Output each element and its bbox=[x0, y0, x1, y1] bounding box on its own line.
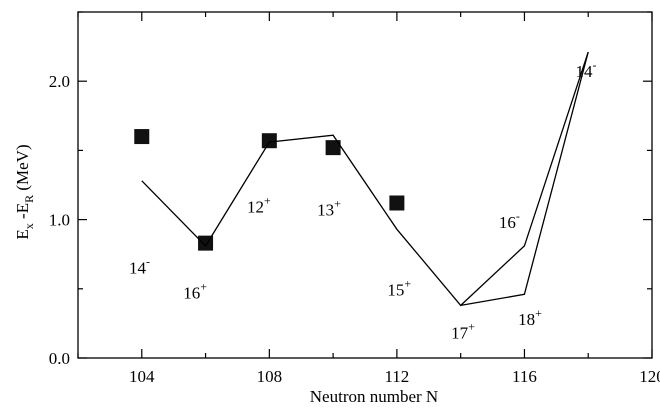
state-label-parity: - bbox=[592, 58, 596, 72]
series-line-1 bbox=[141, 51, 589, 307]
state-label-number: 16 bbox=[499, 213, 516, 232]
plot-area bbox=[134, 51, 589, 307]
x-axis-label: Neutron number N bbox=[310, 387, 438, 406]
state-label-parity: - bbox=[146, 255, 150, 269]
state-label: 13+ bbox=[317, 196, 341, 219]
state-label-number: 15 bbox=[387, 281, 404, 300]
state-label-parity: + bbox=[535, 306, 542, 320]
x-tick-label: 116 bbox=[512, 367, 537, 386]
state-label-parity: + bbox=[468, 320, 475, 334]
state-label-number: 12 bbox=[247, 198, 264, 217]
state-label: 14- bbox=[575, 58, 596, 81]
y-axis-label-sub-r: R bbox=[22, 195, 36, 203]
y-axis-label: Ex -ER (MeV) bbox=[13, 144, 36, 239]
state-label-number: 14 bbox=[575, 62, 593, 81]
state-label: 17+ bbox=[451, 320, 475, 343]
state-label: 15+ bbox=[387, 277, 411, 300]
y-tick-label: 0.0 bbox=[49, 349, 70, 368]
data-point-square bbox=[134, 129, 150, 145]
x-tick-label: 108 bbox=[257, 367, 283, 386]
state-label-parity: + bbox=[200, 279, 207, 293]
state-label: 14- bbox=[129, 255, 150, 278]
plot-frame bbox=[77, 11, 653, 359]
state-label-parity: + bbox=[404, 277, 411, 291]
state-label: 16+ bbox=[183, 279, 207, 302]
y-tick-label: 1.0 bbox=[49, 211, 70, 230]
state-label-number: 13 bbox=[317, 200, 334, 219]
axes: 104 108 112 116 120 0.0 1.0 2.0 bbox=[49, 11, 660, 386]
y-axis-label-main: E bbox=[13, 229, 32, 239]
state-label: 18+ bbox=[518, 306, 542, 329]
x-tick-label: 120 bbox=[639, 367, 660, 386]
x-tick-label: 104 bbox=[129, 367, 155, 386]
annotations: 14-16+12+ 13+15+17+ 18+16-14- bbox=[129, 58, 596, 343]
state-label-number: 14 bbox=[129, 259, 147, 278]
data-point-square bbox=[261, 133, 277, 149]
state-label-number: 16 bbox=[183, 283, 200, 302]
state-label-parity: + bbox=[264, 194, 271, 208]
y-tick-label: 2.0 bbox=[49, 72, 70, 91]
state-label-number: 17 bbox=[451, 324, 469, 343]
state-label-parity: + bbox=[334, 196, 341, 210]
y-axis-label-unit: (MeV) bbox=[13, 144, 32, 195]
x-tick-label: 112 bbox=[384, 367, 409, 386]
state-label: 16- bbox=[499, 209, 520, 232]
state-label: 12+ bbox=[247, 194, 271, 217]
series-line-2 bbox=[460, 51, 589, 307]
y-axis-label-sub-x: x bbox=[22, 223, 36, 229]
state-label-number: 18 bbox=[518, 310, 535, 329]
y-axis-label-mid: -E bbox=[13, 203, 32, 223]
state-label-parity: - bbox=[516, 209, 520, 223]
data-point-square bbox=[325, 140, 341, 156]
data-point-square bbox=[389, 195, 405, 211]
